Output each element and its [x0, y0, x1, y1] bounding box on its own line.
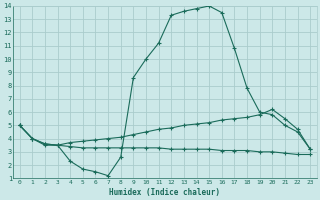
- X-axis label: Humidex (Indice chaleur): Humidex (Indice chaleur): [109, 188, 220, 197]
